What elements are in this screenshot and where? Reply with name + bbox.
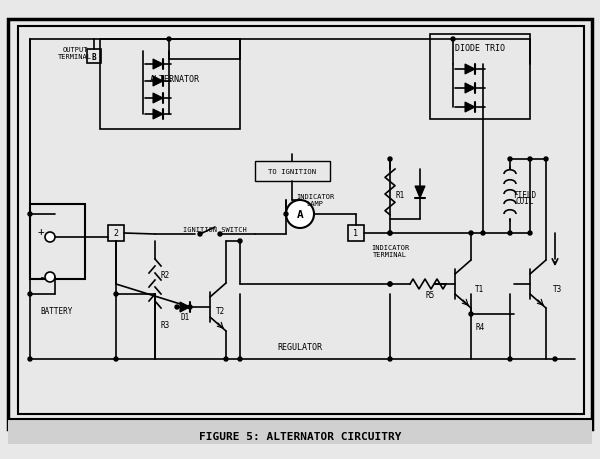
Bar (348, 225, 364, 241)
Circle shape (388, 231, 392, 235)
Circle shape (508, 157, 512, 162)
Polygon shape (153, 94, 163, 104)
Bar (8, 20, 592, 429)
Bar (108, 225, 124, 241)
Circle shape (28, 292, 32, 297)
Text: 2: 2 (113, 229, 119, 238)
Text: T3: T3 (553, 285, 563, 294)
Circle shape (28, 357, 32, 361)
Polygon shape (415, 187, 425, 199)
Circle shape (218, 233, 222, 236)
Text: R4: R4 (475, 323, 485, 332)
Text: COIL: COIL (516, 197, 534, 206)
Bar (18, 27, 584, 414)
Circle shape (469, 312, 473, 316)
Circle shape (238, 357, 242, 361)
Bar (30, 205, 85, 280)
Bar (430, 35, 530, 120)
Polygon shape (153, 77, 163, 87)
Text: R5: R5 (425, 290, 434, 299)
Circle shape (508, 231, 512, 235)
Text: BATTERY: BATTERY (41, 307, 73, 316)
Polygon shape (180, 302, 190, 312)
Bar (8, 419, 592, 444)
Circle shape (388, 282, 392, 286)
Bar (100, 40, 240, 130)
Circle shape (388, 357, 392, 361)
Text: LAMP: LAMP (307, 201, 323, 207)
Circle shape (167, 38, 171, 42)
Polygon shape (465, 84, 475, 94)
Text: R1: R1 (395, 190, 404, 199)
Circle shape (528, 231, 532, 235)
Text: FIGURE 5: ALTERNATOR CIRCUITRY: FIGURE 5: ALTERNATOR CIRCUITRY (199, 431, 401, 441)
Text: R2: R2 (160, 270, 170, 279)
Circle shape (553, 357, 557, 361)
Circle shape (544, 157, 548, 162)
Circle shape (508, 357, 512, 361)
Circle shape (388, 282, 392, 286)
Text: R3: R3 (160, 320, 170, 329)
Text: +: + (38, 226, 44, 236)
Circle shape (198, 233, 202, 236)
Text: FIELD: FIELD (514, 190, 536, 199)
Text: OUTPUT: OUTPUT (62, 47, 88, 53)
Circle shape (238, 240, 242, 243)
Text: TERMINAL: TERMINAL (373, 252, 407, 257)
Circle shape (469, 231, 473, 235)
Text: -: - (38, 271, 44, 281)
Circle shape (114, 292, 118, 297)
Text: TO IGNITION: TO IGNITION (268, 168, 316, 174)
Text: ALTERNATOR: ALTERNATOR (150, 75, 200, 84)
Text: T1: T1 (475, 285, 485, 294)
Circle shape (481, 231, 485, 235)
Circle shape (28, 213, 32, 217)
Circle shape (451, 38, 455, 42)
Text: D1: D1 (181, 312, 190, 321)
Text: REGULATOR: REGULATOR (277, 343, 323, 352)
Circle shape (45, 233, 55, 242)
Bar (255, 162, 330, 182)
Polygon shape (465, 103, 475, 113)
Text: INDICATOR: INDICATOR (296, 194, 334, 200)
Bar (87, 50, 101, 64)
Text: B: B (92, 52, 97, 62)
Circle shape (188, 305, 192, 309)
Text: IGNITION SWITCH: IGNITION SWITCH (183, 226, 247, 233)
Circle shape (528, 157, 532, 162)
Circle shape (284, 213, 288, 217)
Polygon shape (153, 60, 163, 70)
Polygon shape (153, 110, 163, 120)
Circle shape (224, 357, 228, 361)
Circle shape (388, 231, 392, 235)
Circle shape (388, 157, 392, 162)
Circle shape (114, 357, 118, 361)
Circle shape (286, 201, 314, 229)
Text: T2: T2 (215, 307, 224, 316)
Text: TERMINAL: TERMINAL (58, 54, 92, 60)
Circle shape (175, 305, 179, 309)
Polygon shape (465, 65, 475, 75)
Text: A: A (296, 210, 304, 219)
Circle shape (45, 272, 55, 282)
Text: DIODE TRIO: DIODE TRIO (455, 44, 505, 52)
Text: 1: 1 (353, 229, 359, 238)
Text: INDICATOR: INDICATOR (371, 245, 409, 251)
